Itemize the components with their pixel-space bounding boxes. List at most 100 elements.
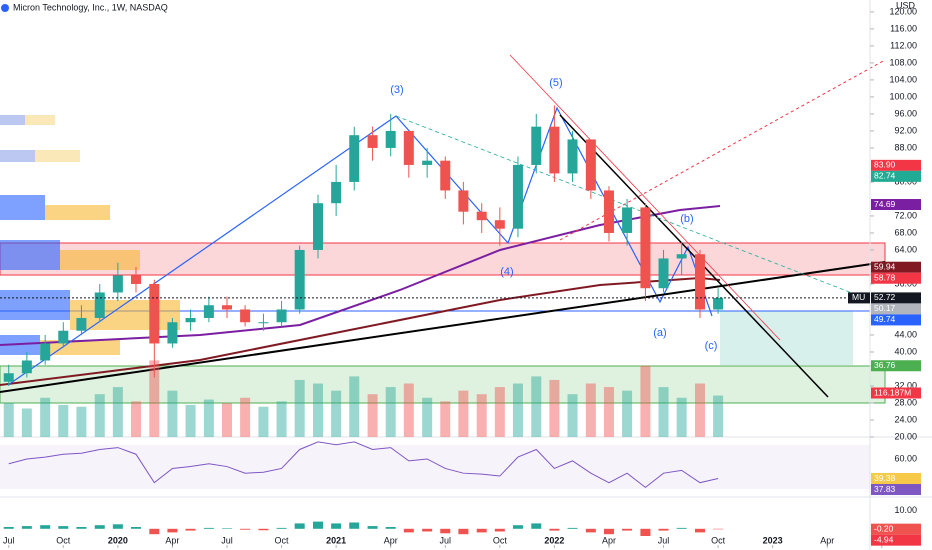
symbol-tag-label: MU (852, 292, 865, 302)
macd-bar (640, 528, 651, 536)
x-tick-label: Apr (165, 535, 179, 545)
price-tag (871, 303, 921, 315)
candle-body (221, 305, 232, 310)
chart-title: Micron Technology, Inc., 1W, NASDAQ (13, 2, 168, 12)
candle-body (94, 292, 105, 318)
candle-body (658, 258, 669, 289)
volume-bar (276, 401, 287, 437)
volume-bar (112, 387, 123, 437)
candle-body (549, 126, 560, 174)
x-tick-label: Oct (56, 535, 71, 545)
candle-body (458, 190, 469, 212)
volume-bar (149, 360, 160, 437)
symbol-icon (1, 4, 9, 12)
volume-bar (585, 383, 596, 437)
rsi-tick-label: 60.00 (894, 453, 917, 463)
x-tick-label: Jul (221, 535, 233, 545)
x-tick-label: Oct (275, 535, 290, 545)
price-tag (871, 170, 921, 182)
macd-bar (476, 528, 487, 533)
macd-bar (403, 528, 414, 533)
price-tag (871, 272, 921, 284)
volume-bar (40, 397, 51, 437)
y-tick-label: 116.00 (890, 23, 917, 33)
volume-tag-label: 116.187M (874, 387, 911, 397)
volume-bar (258, 406, 269, 437)
price-tag-label: 49.74 (874, 314, 896, 324)
macd-bar (567, 527, 578, 529)
y-tick-label: 28.00 (894, 397, 917, 407)
volume-bar (676, 397, 687, 437)
macd-bar (276, 527, 287, 529)
macd-bar (367, 526, 378, 529)
macd-bar (512, 525, 523, 529)
candle-body (403, 130, 414, 165)
x-tick-label: Jul (3, 535, 15, 545)
wave-label: (a) (653, 327, 666, 339)
y-tick-label: 24.00 (894, 414, 917, 424)
volume-bar (622, 390, 633, 437)
candle-body (603, 190, 614, 233)
candle-body (585, 139, 596, 191)
candle-body (713, 297, 724, 310)
macd-bar (3, 527, 14, 529)
macd-bar (694, 528, 705, 533)
macd-bar (422, 528, 433, 532)
macd-bar (658, 528, 669, 531)
y-tick-label: 32.00 (894, 380, 917, 390)
candle-body (676, 254, 687, 259)
candle-body (112, 275, 123, 293)
x-tick-label: Jul (440, 535, 452, 545)
macd-bar (713, 528, 724, 530)
trendline (559, 59, 886, 241)
trendline (559, 114, 829, 398)
price-tag-label: 52.72 (874, 292, 896, 302)
wave-label: (b) (680, 213, 693, 225)
macd-bar (676, 527, 687, 529)
volume-bar (21, 408, 32, 437)
y-tick-label: 44.00 (894, 329, 917, 339)
volume-bar (313, 383, 324, 437)
macd-bar (494, 528, 505, 532)
currency-label: USD (896, 0, 916, 10)
candle-body (58, 330, 69, 344)
candle-body (167, 322, 178, 344)
volume-bar (440, 401, 451, 437)
macd-bar (112, 524, 123, 529)
candle-body (240, 309, 251, 323)
macd-bar (585, 528, 596, 533)
x-tick-label: 2022 (544, 535, 564, 545)
volume-bar (694, 383, 705, 437)
wave-label: (5) (549, 77, 562, 89)
macd-bar (58, 526, 69, 529)
volume-bar (531, 376, 542, 437)
y-tick-label: 120.00 (889, 6, 917, 16)
candle-body (149, 283, 160, 344)
macd-bar (294, 523, 305, 529)
volume-bar (549, 379, 560, 437)
macd-bar (185, 528, 196, 531)
volume-bar (385, 387, 396, 437)
projection-box (720, 311, 853, 365)
candle-body (422, 160, 433, 165)
price-tag-label: 59.94 (874, 261, 896, 271)
macd-bar (258, 528, 269, 531)
wave-label: (c) (705, 340, 718, 352)
price-tag (871, 159, 921, 171)
macd-bar (385, 527, 396, 529)
volume-bar (3, 403, 14, 437)
x-tick-label: Apr (602, 535, 616, 545)
candle-body (367, 135, 378, 148)
macd-tag-label: -4.94 (874, 534, 894, 544)
price-tag-label: 82.74 (874, 171, 896, 181)
rsi-line (8, 441, 719, 489)
wave-label: (3) (390, 84, 403, 96)
x-tick-label: Jul (658, 535, 670, 545)
candle-body (40, 343, 51, 361)
macd-bar (167, 528, 178, 533)
price-tag-label: 36.76 (874, 360, 896, 370)
volume-bar (640, 365, 651, 437)
price-tag-label: 50.17 (874, 303, 896, 313)
volume-bar (221, 403, 232, 437)
